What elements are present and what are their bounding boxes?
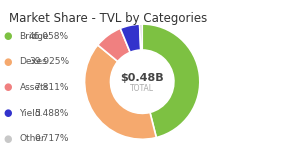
Text: 39.925%: 39.925%: [29, 57, 69, 66]
Text: ●: ●: [3, 82, 11, 92]
Wedge shape: [85, 45, 156, 139]
Text: Bridge: Bridge: [20, 32, 49, 41]
Text: 7.811%: 7.811%: [34, 83, 69, 92]
Text: $0.48B: $0.48B: [120, 73, 164, 83]
Text: 0.717%: 0.717%: [34, 134, 69, 143]
Text: Market Share - TVL by Categories: Market Share - TVL by Categories: [9, 12, 207, 25]
Text: TOTAL: TOTAL: [130, 84, 154, 93]
Text: ●: ●: [3, 134, 11, 144]
Text: Dexes: Dexes: [20, 57, 47, 66]
Text: 5.488%: 5.488%: [34, 109, 69, 117]
Wedge shape: [142, 24, 200, 138]
Wedge shape: [120, 24, 141, 52]
Text: Yield: Yield: [20, 109, 41, 117]
Wedge shape: [140, 24, 142, 50]
Text: ●: ●: [3, 57, 11, 67]
Text: Other: Other: [20, 134, 45, 143]
Text: ●: ●: [3, 31, 11, 41]
Text: ●: ●: [3, 108, 11, 118]
Wedge shape: [98, 28, 130, 62]
Text: Assets: Assets: [20, 83, 49, 92]
Text: 46.058%: 46.058%: [29, 32, 69, 41]
